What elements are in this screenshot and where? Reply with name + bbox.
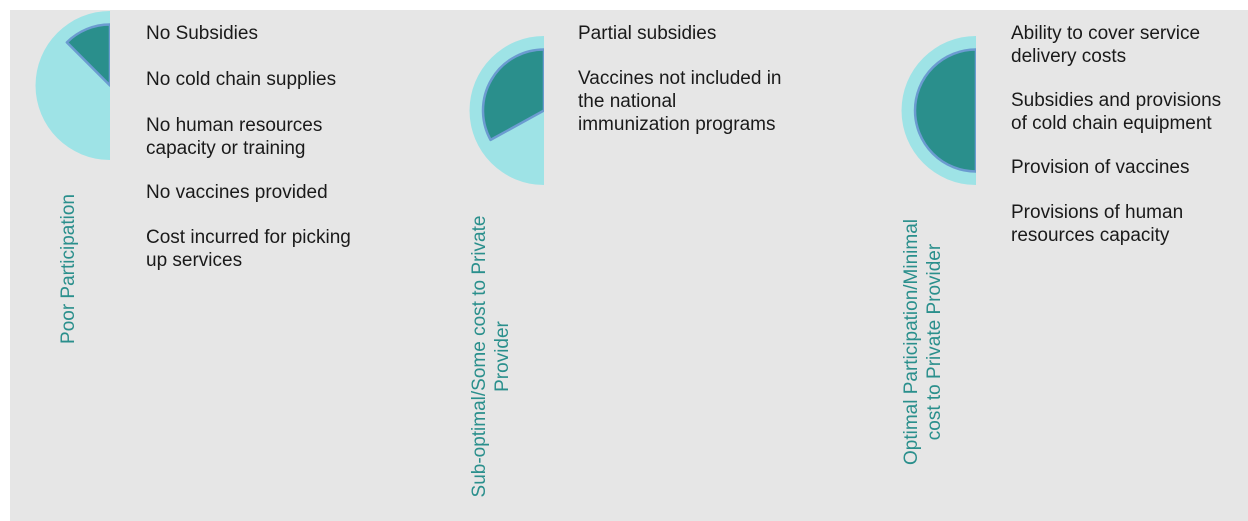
stage-3-item: Subsidies and provisions of cold chain e… <box>1011 90 1222 134</box>
stage-2-participation-wedge <box>481 48 544 142</box>
stage-3-conditions: Ability to cover service delivery costs … <box>1011 22 1221 247</box>
stage-1-conditions: No Subsidies No cold chain supplies No h… <box>146 22 351 272</box>
stage-3-dial <box>901 36 976 185</box>
stage-2-label-line-2: Provider <box>492 321 513 392</box>
stage-2-item: Vaccines not included in the national im… <box>578 68 782 135</box>
stage-2-label-line-1: Sub-optimal/Some cost to Private <box>469 215 490 498</box>
stage-1-participation-wedge <box>65 23 110 87</box>
stage-1-item: No Subsidies <box>146 23 258 44</box>
stage-2-dial <box>469 36 544 185</box>
stage-1-label: Poor Participation <box>57 164 80 374</box>
stage-3-item: Provision of vaccines <box>1011 157 1190 178</box>
stage-2-item: Partial subsidies <box>578 23 717 44</box>
stage-1-item: Cost incurred for picking up services <box>146 227 351 271</box>
stage-3-label: Optimal Participation/Minimal cost to Pr… <box>900 192 946 492</box>
stage-3-label-line-2: cost to Private Provider <box>924 243 945 441</box>
stage-3-item: Ability to cover service delivery costs <box>1011 23 1201 67</box>
stage-2-label: Sub-optimal/Some cost to Private Provide… <box>468 189 514 521</box>
stage-1-item: No human resources capacity or training <box>146 115 323 159</box>
stage-2-conditions: Partial subsidies Vaccines not included … <box>578 22 782 136</box>
stage-3-label-line-1: Optimal Participation/Minimal <box>901 218 922 466</box>
stage-1-label-line-1: Poor Participation <box>58 194 79 344</box>
diagram-canvas: Poor Participation No Subsidies No cold … <box>10 10 1248 521</box>
stage-3-participation-wedge <box>913 48 976 173</box>
stage-1-item: No cold chain supplies <box>146 69 337 90</box>
stage-1-dial <box>35 11 110 160</box>
stage-3-item: Provisions of human resources capacity <box>1011 202 1184 246</box>
stage-1-item: No vaccines provided <box>146 182 328 203</box>
